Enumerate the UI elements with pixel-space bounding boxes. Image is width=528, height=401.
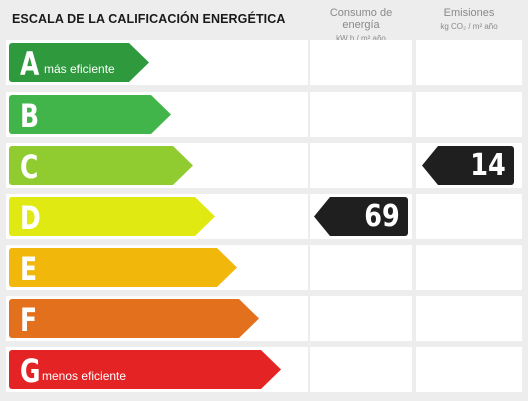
consumo-column-label: Consumo de energía: [329, 7, 393, 31]
rating-letter: B: [20, 97, 40, 135]
rating-row-c: C: [6, 143, 308, 188]
emisiones-cell-f: [416, 296, 522, 341]
emisiones-cell-b: [416, 92, 522, 137]
rating-letter: D: [20, 199, 41, 237]
emisiones-value: 14: [470, 148, 506, 183]
rating-arrow-f: F: [9, 299, 259, 338]
emisiones-column-label: Emisiones: [443, 7, 495, 19]
rating-arrow-c: C: [9, 146, 193, 185]
consumo-value: 69: [364, 199, 400, 234]
emisiones-cell-d: [416, 194, 522, 239]
emisiones-column-unit: kg CO₂ / m² año: [440, 22, 498, 31]
emisiones-cell-e: [416, 245, 522, 290]
rating-letter: A: [20, 45, 40, 83]
rating-label: más eficiente: [44, 62, 115, 76]
consumo-cell-a: [310, 40, 412, 85]
consumo-cell-d: 69: [310, 194, 412, 239]
rating-letter: F: [20, 301, 38, 339]
rating-arrow-d: D: [9, 197, 215, 236]
consumo-cell-g: [310, 347, 412, 392]
consumo-column-unit: kW h / m² año: [336, 34, 386, 43]
emisiones-column-header: Emisiones kg CO₂ / m² año: [416, 7, 522, 31]
emisiones-value-badge: 14: [422, 146, 514, 185]
consumo-column-header: Consumo de energía kW h / m² año: [310, 7, 412, 43]
consumo-cell-e: [310, 245, 412, 290]
rating-arrow-b: B: [9, 95, 171, 134]
energy-label-title: ESCALA DE LA CALIFICACIÓN ENERGÉTICA: [12, 12, 286, 26]
consumo-cell-c: [310, 143, 412, 188]
emisiones-cell-c: 14: [416, 143, 522, 188]
rating-row-f: F: [6, 296, 308, 341]
rating-row-b: B: [6, 92, 308, 137]
consumo-cell-b: [310, 92, 412, 137]
emisiones-cell-a: [416, 40, 522, 85]
rating-label: menos eficiente: [42, 369, 127, 383]
rating-letter: G: [20, 352, 41, 390]
rating-row-e: E: [6, 245, 308, 290]
consumo-value-badge: 69: [314, 197, 408, 236]
rating-letter: E: [20, 250, 38, 288]
rating-arrow-e: E: [9, 248, 237, 287]
emisiones-cell-g: [416, 347, 522, 392]
consumo-cell-f: [310, 296, 412, 341]
rating-row-d: D: [6, 194, 308, 239]
rating-letter: C: [20, 148, 39, 186]
